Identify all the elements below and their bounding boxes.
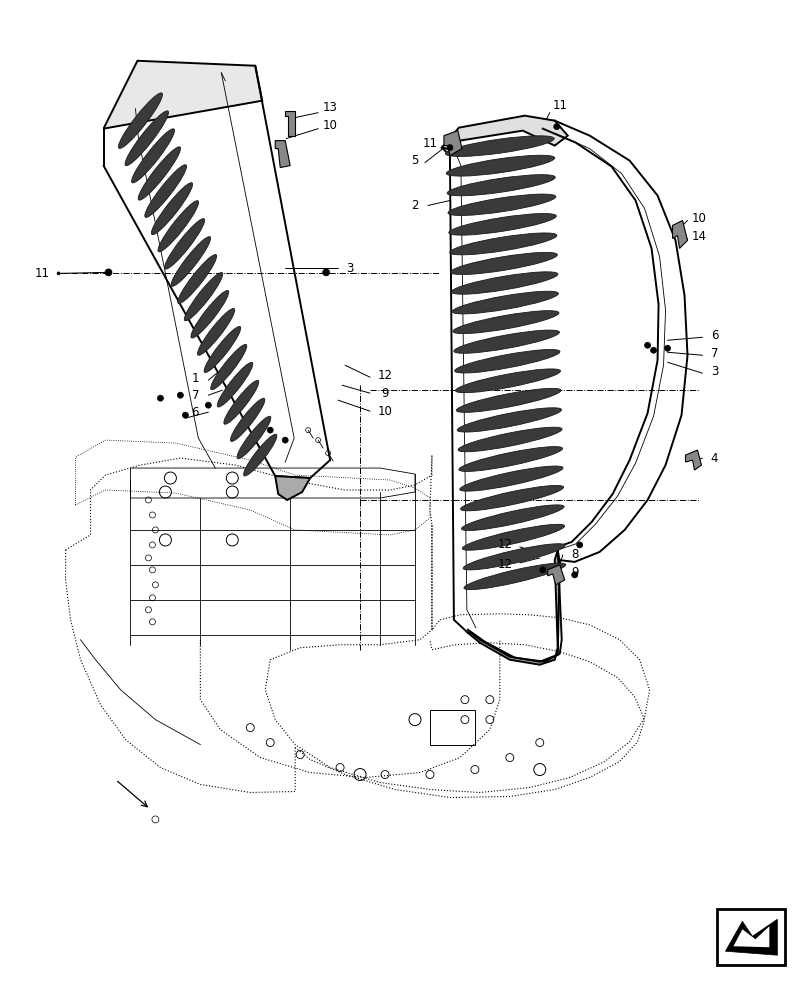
Ellipse shape	[230, 398, 265, 441]
Circle shape	[540, 567, 545, 573]
Circle shape	[553, 124, 560, 130]
Circle shape	[205, 402, 212, 408]
Text: 14: 14	[692, 230, 707, 243]
Circle shape	[282, 437, 288, 443]
Ellipse shape	[445, 136, 554, 156]
Polygon shape	[734, 926, 769, 947]
Ellipse shape	[449, 233, 557, 255]
Ellipse shape	[452, 291, 558, 314]
Text: 9: 9	[381, 387, 389, 400]
Ellipse shape	[456, 369, 561, 393]
Ellipse shape	[462, 524, 565, 550]
Ellipse shape	[459, 447, 562, 471]
Ellipse shape	[458, 427, 562, 452]
Circle shape	[267, 427, 273, 433]
Ellipse shape	[244, 434, 277, 476]
Ellipse shape	[460, 466, 563, 491]
Text: 10: 10	[377, 405, 393, 418]
Ellipse shape	[448, 194, 556, 215]
Polygon shape	[444, 131, 462, 156]
Text: 10: 10	[692, 212, 707, 225]
Polygon shape	[276, 476, 310, 500]
Ellipse shape	[125, 111, 169, 166]
Ellipse shape	[455, 350, 560, 373]
Text: 2: 2	[411, 199, 419, 212]
Polygon shape	[468, 550, 560, 665]
Polygon shape	[548, 565, 565, 585]
Text: 6: 6	[711, 329, 718, 342]
Circle shape	[572, 572, 578, 578]
Ellipse shape	[191, 290, 229, 338]
Ellipse shape	[119, 93, 162, 148]
Circle shape	[178, 392, 183, 398]
Circle shape	[105, 269, 112, 276]
Ellipse shape	[197, 308, 235, 355]
Ellipse shape	[457, 388, 561, 412]
Ellipse shape	[464, 563, 566, 590]
Ellipse shape	[446, 155, 555, 176]
Ellipse shape	[461, 485, 564, 511]
Polygon shape	[442, 116, 568, 151]
Text: 9: 9	[571, 566, 579, 579]
Text: 12: 12	[377, 369, 393, 382]
Bar	[430, 710, 475, 745]
Text: 6: 6	[191, 406, 199, 419]
Text: 12: 12	[498, 558, 512, 571]
Text: 4: 4	[711, 452, 718, 465]
Ellipse shape	[211, 344, 246, 390]
Polygon shape	[672, 220, 688, 248]
Text: 13: 13	[322, 101, 338, 114]
Ellipse shape	[457, 408, 562, 432]
Ellipse shape	[184, 273, 223, 321]
Ellipse shape	[224, 380, 259, 424]
Bar	[718, 909, 785, 965]
Ellipse shape	[145, 165, 187, 217]
Ellipse shape	[217, 362, 253, 407]
Circle shape	[322, 269, 330, 276]
Polygon shape	[685, 450, 701, 470]
Ellipse shape	[178, 255, 217, 304]
Ellipse shape	[138, 147, 180, 200]
Text: 7: 7	[191, 389, 199, 402]
Circle shape	[650, 347, 657, 353]
Ellipse shape	[461, 505, 564, 531]
Ellipse shape	[453, 311, 559, 334]
Text: 3: 3	[347, 262, 354, 275]
Circle shape	[158, 395, 163, 401]
Text: 3: 3	[711, 365, 718, 378]
Ellipse shape	[463, 544, 565, 570]
Text: 1: 1	[191, 372, 199, 385]
Text: 10: 10	[322, 119, 338, 132]
Ellipse shape	[151, 183, 192, 235]
Circle shape	[447, 145, 453, 151]
Polygon shape	[103, 61, 263, 129]
Ellipse shape	[237, 416, 271, 459]
Text: 7: 7	[711, 347, 718, 360]
Ellipse shape	[158, 201, 199, 252]
Polygon shape	[285, 111, 295, 136]
Ellipse shape	[451, 252, 558, 275]
Circle shape	[577, 542, 583, 548]
Circle shape	[183, 412, 188, 418]
Ellipse shape	[132, 129, 175, 183]
Text: 12: 12	[498, 538, 512, 551]
Polygon shape	[726, 919, 777, 955]
Ellipse shape	[454, 330, 559, 353]
Text: 11: 11	[423, 137, 437, 150]
Ellipse shape	[448, 214, 557, 235]
Text: 11: 11	[552, 99, 567, 112]
Ellipse shape	[165, 219, 204, 269]
Text: 11: 11	[35, 267, 50, 280]
Text: 5: 5	[411, 154, 419, 167]
Ellipse shape	[452, 272, 558, 294]
Circle shape	[664, 345, 671, 351]
Ellipse shape	[447, 175, 555, 196]
Polygon shape	[276, 141, 290, 168]
Ellipse shape	[204, 326, 241, 373]
Circle shape	[645, 342, 650, 348]
Text: 8: 8	[571, 548, 579, 561]
Circle shape	[57, 272, 60, 275]
Ellipse shape	[171, 237, 211, 286]
